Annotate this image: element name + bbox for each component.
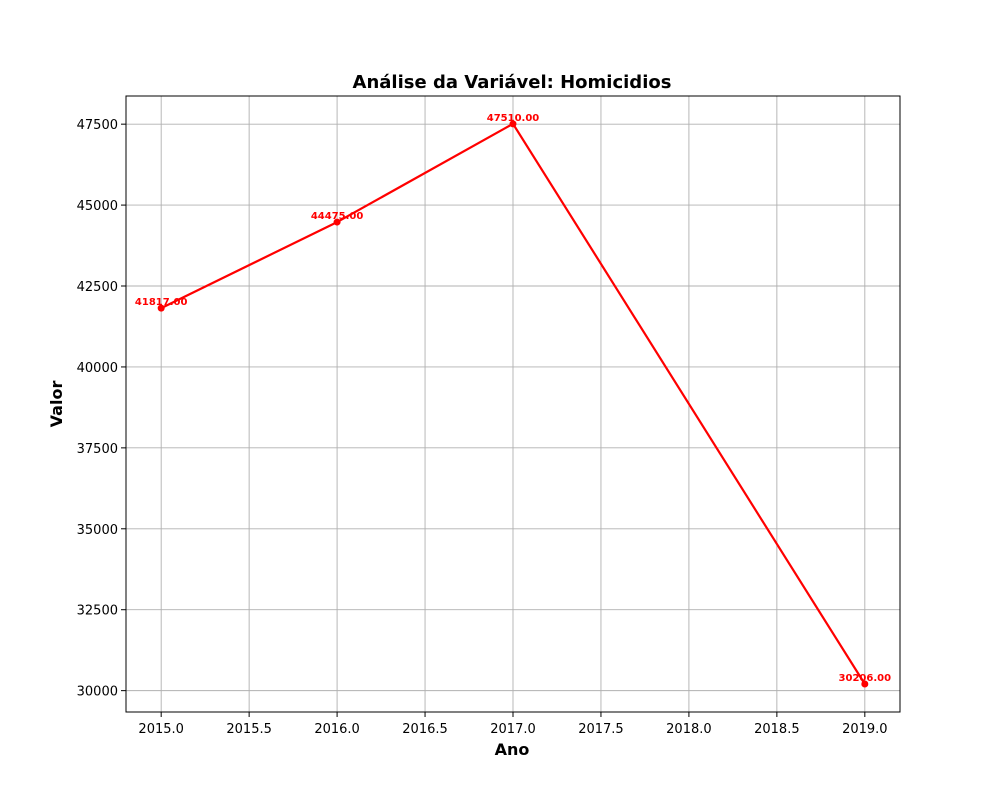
y-tick-label: 45000 bbox=[77, 199, 118, 214]
data-label: 30206.00 bbox=[839, 673, 892, 684]
x-tick-label: 2017.5 bbox=[578, 722, 624, 737]
y-tick-label: 37500 bbox=[77, 442, 118, 457]
x-tick-label: 2018.0 bbox=[666, 722, 712, 737]
x-tick-label: 2017.0 bbox=[490, 722, 536, 737]
data-point bbox=[157, 304, 165, 312]
x-tick-label: 2018.5 bbox=[754, 722, 800, 737]
x-tick-label: 2016.0 bbox=[314, 722, 360, 737]
x-tick-label: 2019.0 bbox=[842, 722, 888, 737]
y-tick-label: 35000 bbox=[77, 523, 118, 538]
x-tick-label: 2015.0 bbox=[138, 722, 184, 737]
y-axis-label: Valor bbox=[47, 381, 66, 428]
y-tick-label: 30000 bbox=[77, 685, 118, 700]
grid bbox=[126, 96, 900, 712]
y-tick-label: 32500 bbox=[77, 604, 118, 619]
data-point bbox=[333, 218, 341, 226]
x-tick-label: 2015.5 bbox=[226, 722, 272, 737]
data-point bbox=[861, 680, 869, 688]
x-axis-ticks: 2015.0 2015.5 2016.0 2016.5 2017.0 2017.5 2018… bbox=[138, 712, 888, 737]
data-label: 47510.00 bbox=[487, 113, 540, 124]
y-axis-ticks: 30000 32500 35000 37500 40000 42500 45000 47500 bbox=[77, 118, 126, 700]
series-group: 41817.00 44475.00 47510.00 30206.00 bbox=[135, 113, 891, 688]
x-axis-label: Ano bbox=[495, 740, 530, 759]
data-point bbox=[509, 120, 517, 128]
data-label: 44475.00 bbox=[311, 211, 364, 222]
data-label: 41817.00 bbox=[135, 297, 188, 308]
chart-title: Análise da Variável: Homicidios bbox=[353, 72, 672, 93]
series-line bbox=[160, 122, 866, 685]
y-tick-label: 47500 bbox=[77, 118, 118, 133]
x-tick-label: 2016.5 bbox=[402, 722, 448, 737]
y-tick-label: 40000 bbox=[77, 361, 118, 376]
y-tick-label: 42500 bbox=[77, 280, 118, 295]
plot-frame bbox=[125, 95, 901, 713]
